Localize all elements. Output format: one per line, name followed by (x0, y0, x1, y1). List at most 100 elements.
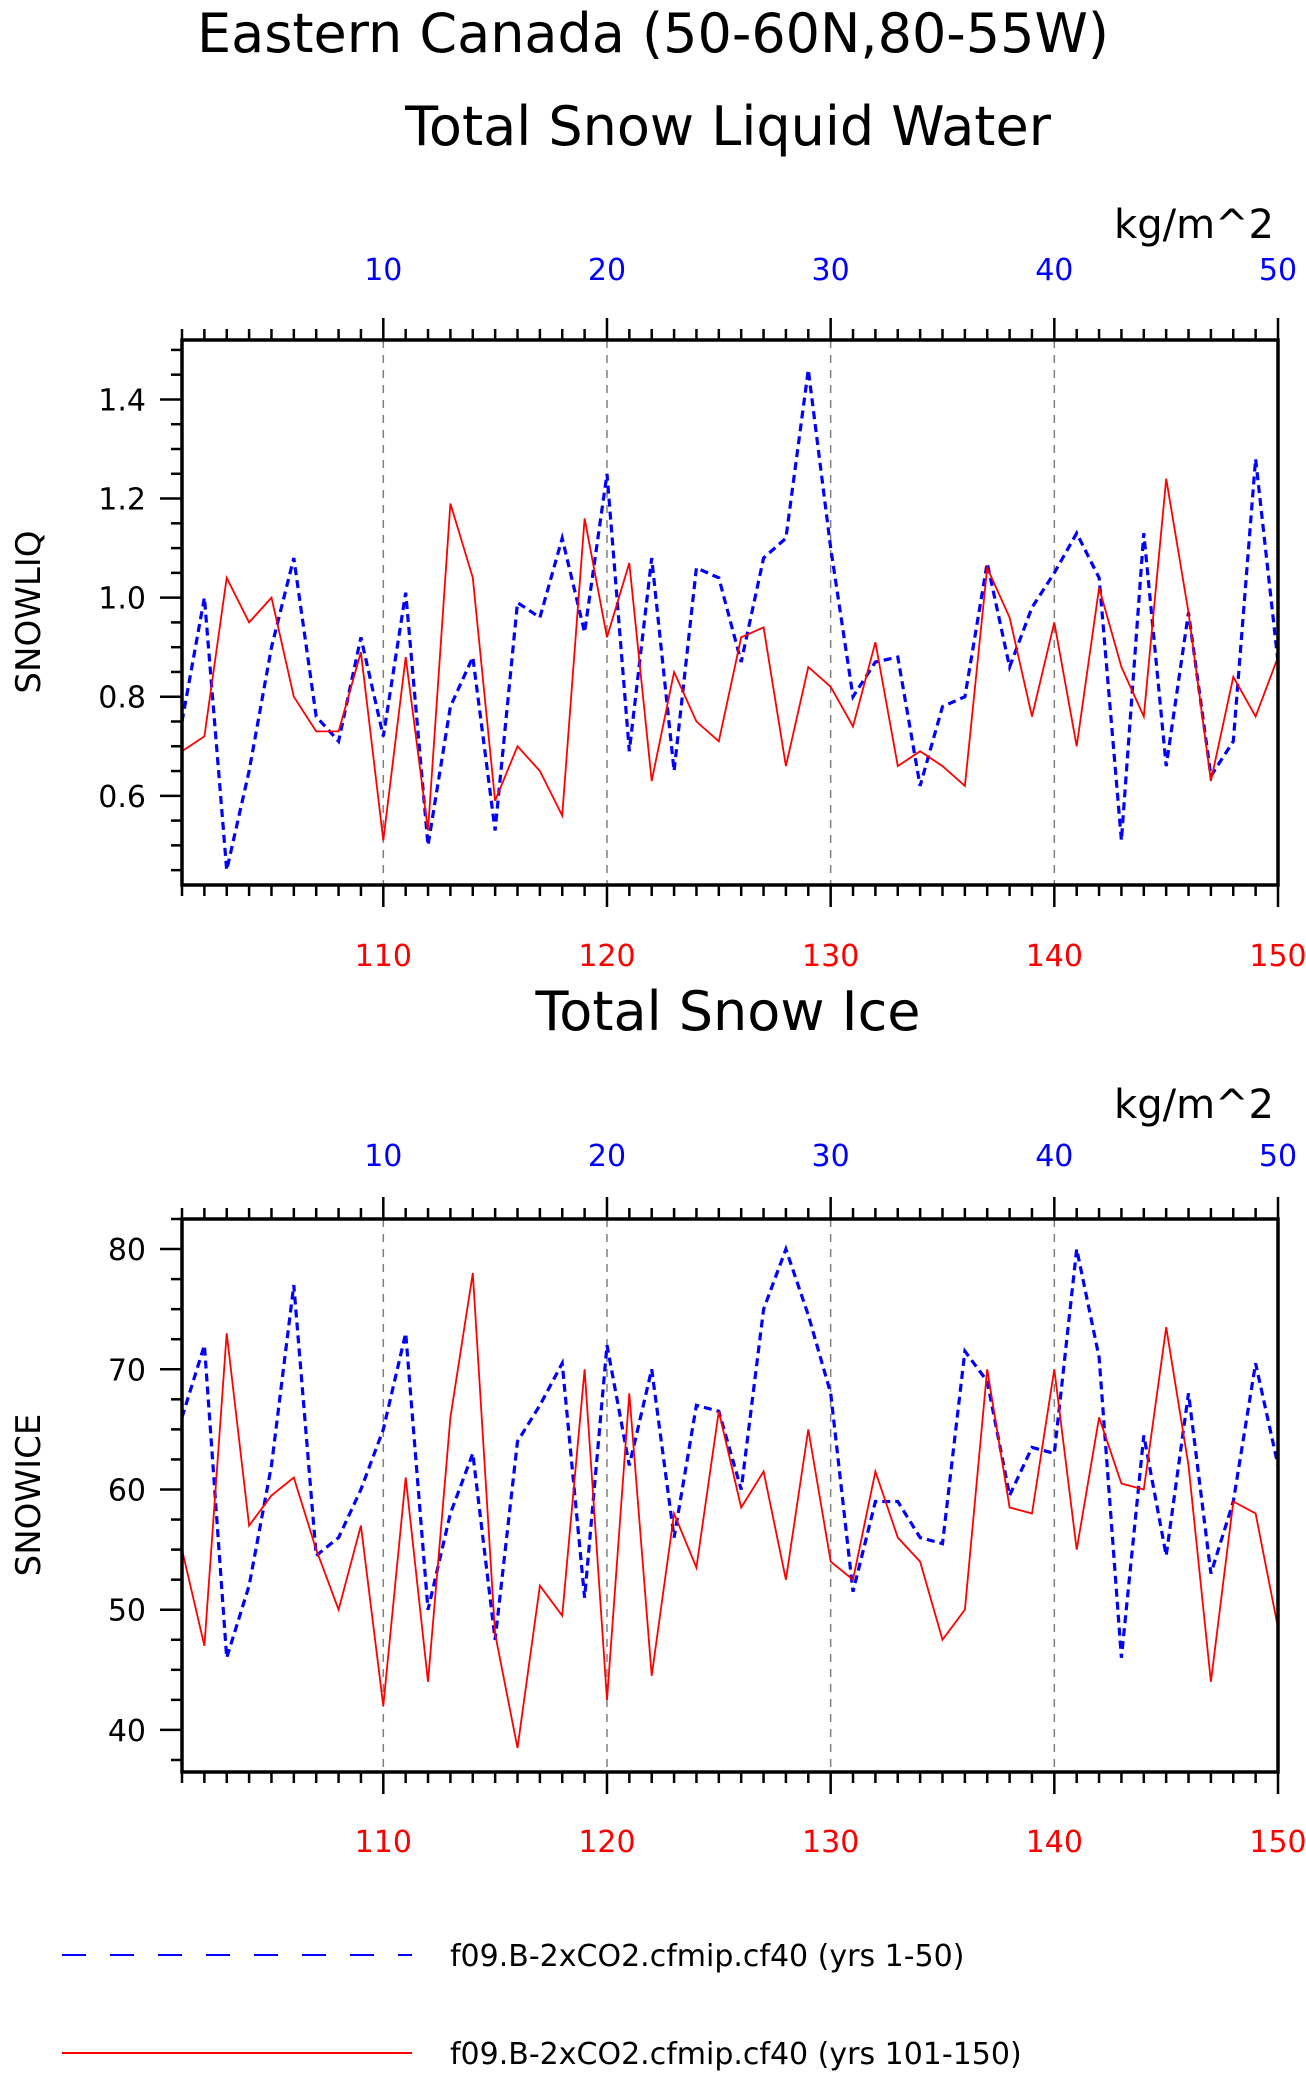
data-point (919, 750, 921, 752)
data-point (516, 601, 518, 603)
data-point (919, 785, 921, 787)
legend-label-yrs-1-50: f09.B-2xCO2.cfmip.cf40 (yrs 1-50) (450, 1939, 964, 1974)
data-point (270, 646, 272, 648)
data-point (651, 557, 653, 559)
y-tick-label: 0.6 (98, 780, 146, 815)
data-point (1031, 1512, 1033, 1514)
data-point (270, 1494, 272, 1496)
y-tick-label: 70 (108, 1353, 146, 1388)
data-point (1210, 780, 1212, 782)
data-point (740, 1506, 742, 1508)
top-tick-label: 40 (1035, 253, 1073, 288)
snowice-panel: 40 50 60 70 80 10 20 30 40 50 110 120 130 140 150 kg/m^… (9, 1082, 1306, 1860)
units-label: kg/m^2 (1114, 1082, 1274, 1128)
data-point (583, 1597, 585, 1599)
data-point (785, 1579, 787, 1581)
data-point (427, 844, 429, 846)
data-point (964, 1350, 966, 1352)
data-point (382, 839, 384, 841)
data-point (919, 1536, 921, 1538)
data-point (1031, 1446, 1033, 1448)
data-point (203, 735, 205, 737)
data-point (315, 730, 317, 732)
data-point (740, 1488, 742, 1490)
data-point (405, 656, 407, 658)
data-point (203, 1645, 205, 1647)
data-point (382, 1705, 384, 1707)
y-axis-label: SNOWLIQ (9, 530, 49, 693)
data-point (807, 1314, 809, 1316)
bottom-tick-label: 120 (578, 1825, 635, 1860)
data-point (360, 636, 362, 638)
data-point (315, 1548, 317, 1550)
data-point (874, 1470, 876, 1472)
figure-title-line1: Eastern Canada (50-60N,80-55W) (197, 2, 1109, 65)
data-point (651, 1368, 653, 1370)
data-point (807, 1428, 809, 1430)
y-tick-label: 50 (108, 1594, 146, 1629)
y-tick-label: 80 (108, 1233, 146, 1268)
data-point (1098, 1416, 1100, 1418)
data-point (1076, 1248, 1078, 1250)
data-point (226, 1332, 228, 1334)
series-line-solid-red (181, 478, 1279, 841)
data-point (561, 814, 563, 816)
data-point (606, 636, 608, 638)
data-point (830, 686, 832, 688)
data-point (1187, 611, 1189, 613)
bottom-tick-label: 140 (1026, 1825, 1083, 1860)
top-tick-label: 30 (812, 253, 850, 288)
series-line-dashed-blue (180, 1244, 1280, 1659)
bottom-tick-label: 120 (578, 939, 635, 974)
data-point (830, 547, 832, 549)
data-point (337, 740, 339, 742)
data-point (695, 720, 697, 722)
snowliq-panel: 0.6 0.8 1.0 1.2 1.4 10 20 30 40 50 110 120 130 140 150… (9, 202, 1306, 974)
data-point (606, 1699, 608, 1701)
data-point (561, 1615, 563, 1617)
data-point (1008, 666, 1010, 668)
data-point (897, 1500, 899, 1502)
data-point (472, 1452, 474, 1454)
data-point (1254, 715, 1256, 717)
data-point (762, 1308, 764, 1310)
data-point (1143, 1434, 1145, 1436)
top-tick-label: 30 (812, 1139, 850, 1174)
data-point (1120, 1657, 1122, 1659)
top-tick-label: 10 (364, 253, 402, 288)
data-point (360, 1488, 362, 1490)
data-point (360, 651, 362, 653)
data-point (1232, 676, 1234, 678)
data-point (964, 785, 966, 787)
data-point (1143, 1488, 1145, 1490)
data-point (472, 656, 474, 658)
data-point (941, 765, 943, 767)
data-point (1143, 532, 1145, 534)
data-point (986, 567, 988, 569)
data-point (830, 1560, 832, 1562)
y-axis-label: SNOWICE (9, 1414, 49, 1577)
data-point (337, 730, 339, 732)
data-point (360, 1524, 362, 1526)
data-point (695, 1566, 697, 1568)
data-point (539, 1585, 541, 1587)
data-point (203, 1344, 205, 1346)
data-point (651, 780, 653, 782)
data-point (472, 577, 474, 579)
data-point (270, 1464, 272, 1466)
y-tick-label: 1.4 (98, 383, 146, 418)
data-point (405, 1332, 407, 1334)
data-point (874, 1500, 876, 1502)
data-point (583, 1368, 585, 1370)
data-point (1031, 715, 1033, 717)
data-point (449, 1512, 451, 1514)
data-point (226, 869, 228, 871)
data-point (673, 1512, 675, 1514)
data-point (762, 626, 764, 628)
data-point (293, 557, 295, 559)
data-point (874, 661, 876, 663)
data-point (986, 1368, 988, 1370)
data-point (1210, 1681, 1212, 1683)
data-point (1008, 616, 1010, 618)
